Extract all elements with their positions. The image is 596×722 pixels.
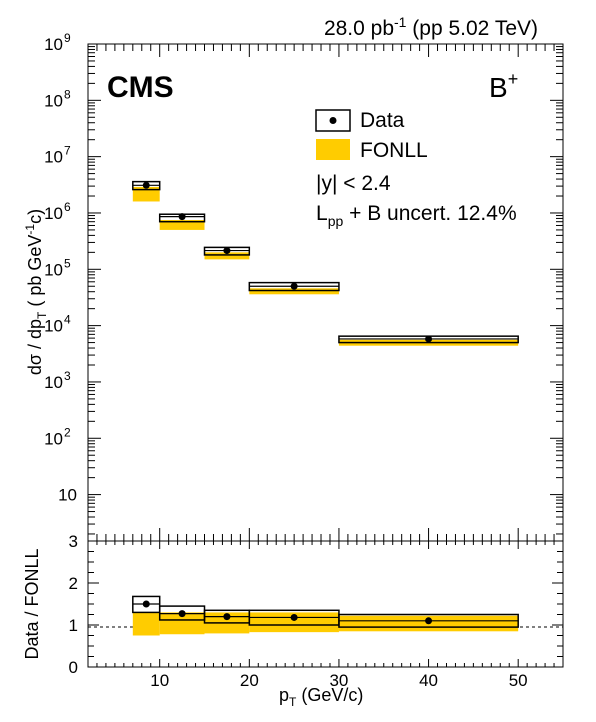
lumi-header-rest: (pp 5.02 TeV) [406,17,538,40]
particle-charge: + [508,69,519,89]
ratio-fonll-band [132,612,160,636]
x-tick-label: 40 [419,671,438,690]
x-axis-title-p: p [279,685,289,705]
y-tick-label-exp: 6 [64,200,71,214]
legend: Data FONLL |y| < 2.4 Lpp + B uncert. 12.… [315,109,517,229]
legend-data-marker [329,117,337,124]
y-tick-label-exp: 2 [64,425,71,439]
ratio-fonll-band [159,612,205,635]
y-tick-label-base: 10 [44,91,63,110]
y-tick-label-exp: 5 [64,256,71,270]
y-tick-label-base: 10 [44,35,63,54]
y-tick-label-exp: 9 [64,31,71,45]
y-axis-title: dσ / dpT ( pb GeV-1c) [23,209,49,375]
x-tick-label: 50 [509,671,528,690]
ratio-data-layer [132,600,519,625]
y-tick-label-base: 10 [44,429,63,448]
ratio-y-tick-label: 0 [69,658,78,677]
legend-fonll-swatch [316,139,350,160]
ratio-y-tick-label: 3 [69,532,78,551]
y-tick-label: 10 [44,260,63,279]
y-tick-label-base: 10 [44,260,63,279]
x-axis-title-rest: (GeV/c) [296,685,363,705]
xsec-fonll-band [132,186,160,202]
lumi-uncertainty-label: Lpp + B uncert. 12.4% [316,202,517,229]
y-tick-label: 10 [44,204,63,223]
axis-ticks [87,43,564,668]
y-tick-label-exp: 7 [64,144,71,158]
y-tick-label-exp: 4 [64,313,71,327]
x-tick-label: 20 [240,671,259,690]
ratio-data-point [178,610,186,618]
x-axis-title: pT (GeV/c) [279,685,363,709]
particle-name: B [489,72,508,103]
xsec-fonll-band [249,288,339,295]
y-tick-label-exp: 8 [64,87,71,101]
ratio-data-point [223,613,231,621]
y-tick-label: 10 [44,373,63,392]
ratio-y-axis-title: Data / FONLL [22,548,42,659]
xsec-data-point [290,282,298,290]
particle-label: B+ [489,69,518,103]
lumi-uncertainty-l: L [316,202,328,225]
y-axis-title-end: c) [25,209,45,224]
y-axis-title-mid: ( pb GeV [25,235,45,312]
y-axis-title-main: dσ / dp [25,319,45,375]
y-tick-label: 10 [58,486,77,505]
y-tick-label: 10 [44,429,63,448]
x-tick-label: 10 [150,671,169,690]
xsec-data-point [223,247,231,255]
ratio-data-point [425,617,433,625]
legend-data-label: Data [360,109,405,132]
xsec-data-point [425,335,433,343]
lumi-uncertainty-rest: + B uncert. 12.4% [343,202,516,225]
y-tick-label: 10 [44,35,63,54]
ratio-fonll-layer [132,612,519,636]
lumi-header-value: 28.0 pb [324,17,394,40]
x-tick-label: 30 [329,671,348,690]
legend-fonll-label: FONLL [360,139,428,162]
cms-label: CMS [107,71,174,104]
y-tick-label-base: 10 [44,148,63,167]
xsec-data-point [142,181,150,189]
y-tick-label-base: 10 [44,204,63,223]
xsec-fonll-band [159,220,205,230]
ratio-data-point [290,613,298,621]
top-data-layer [132,181,519,343]
y-tick-label: 10 [44,148,63,167]
y-tick-label: 10 [44,317,63,336]
y-tick-label: 10 [44,91,63,110]
x-axis-title-sub: T [289,695,297,709]
xsec-fonll-band [204,252,250,260]
y-tick-label-base: 10 [44,373,63,392]
y-axis-title-sub: T [35,311,49,319]
ratio-data-point [142,600,150,608]
lumi-uncertainty-sub: pp [328,213,344,229]
ratio-y-tick-label: 1 [69,616,78,635]
lumi-header: 28.0 pb-1 (pp 5.02 TeV) [324,14,538,40]
xsec-data-point [178,213,186,221]
y-tick-label-exp: 3 [64,369,71,383]
lumi-header-exp: -1 [394,14,407,30]
rapidity-cut-label: |y| < 2.4 [316,172,391,195]
y-tick-label-base: 10 [44,317,63,336]
y-axis-title-exp: -1 [23,224,37,235]
ratio-y-tick-label: 2 [69,574,78,593]
